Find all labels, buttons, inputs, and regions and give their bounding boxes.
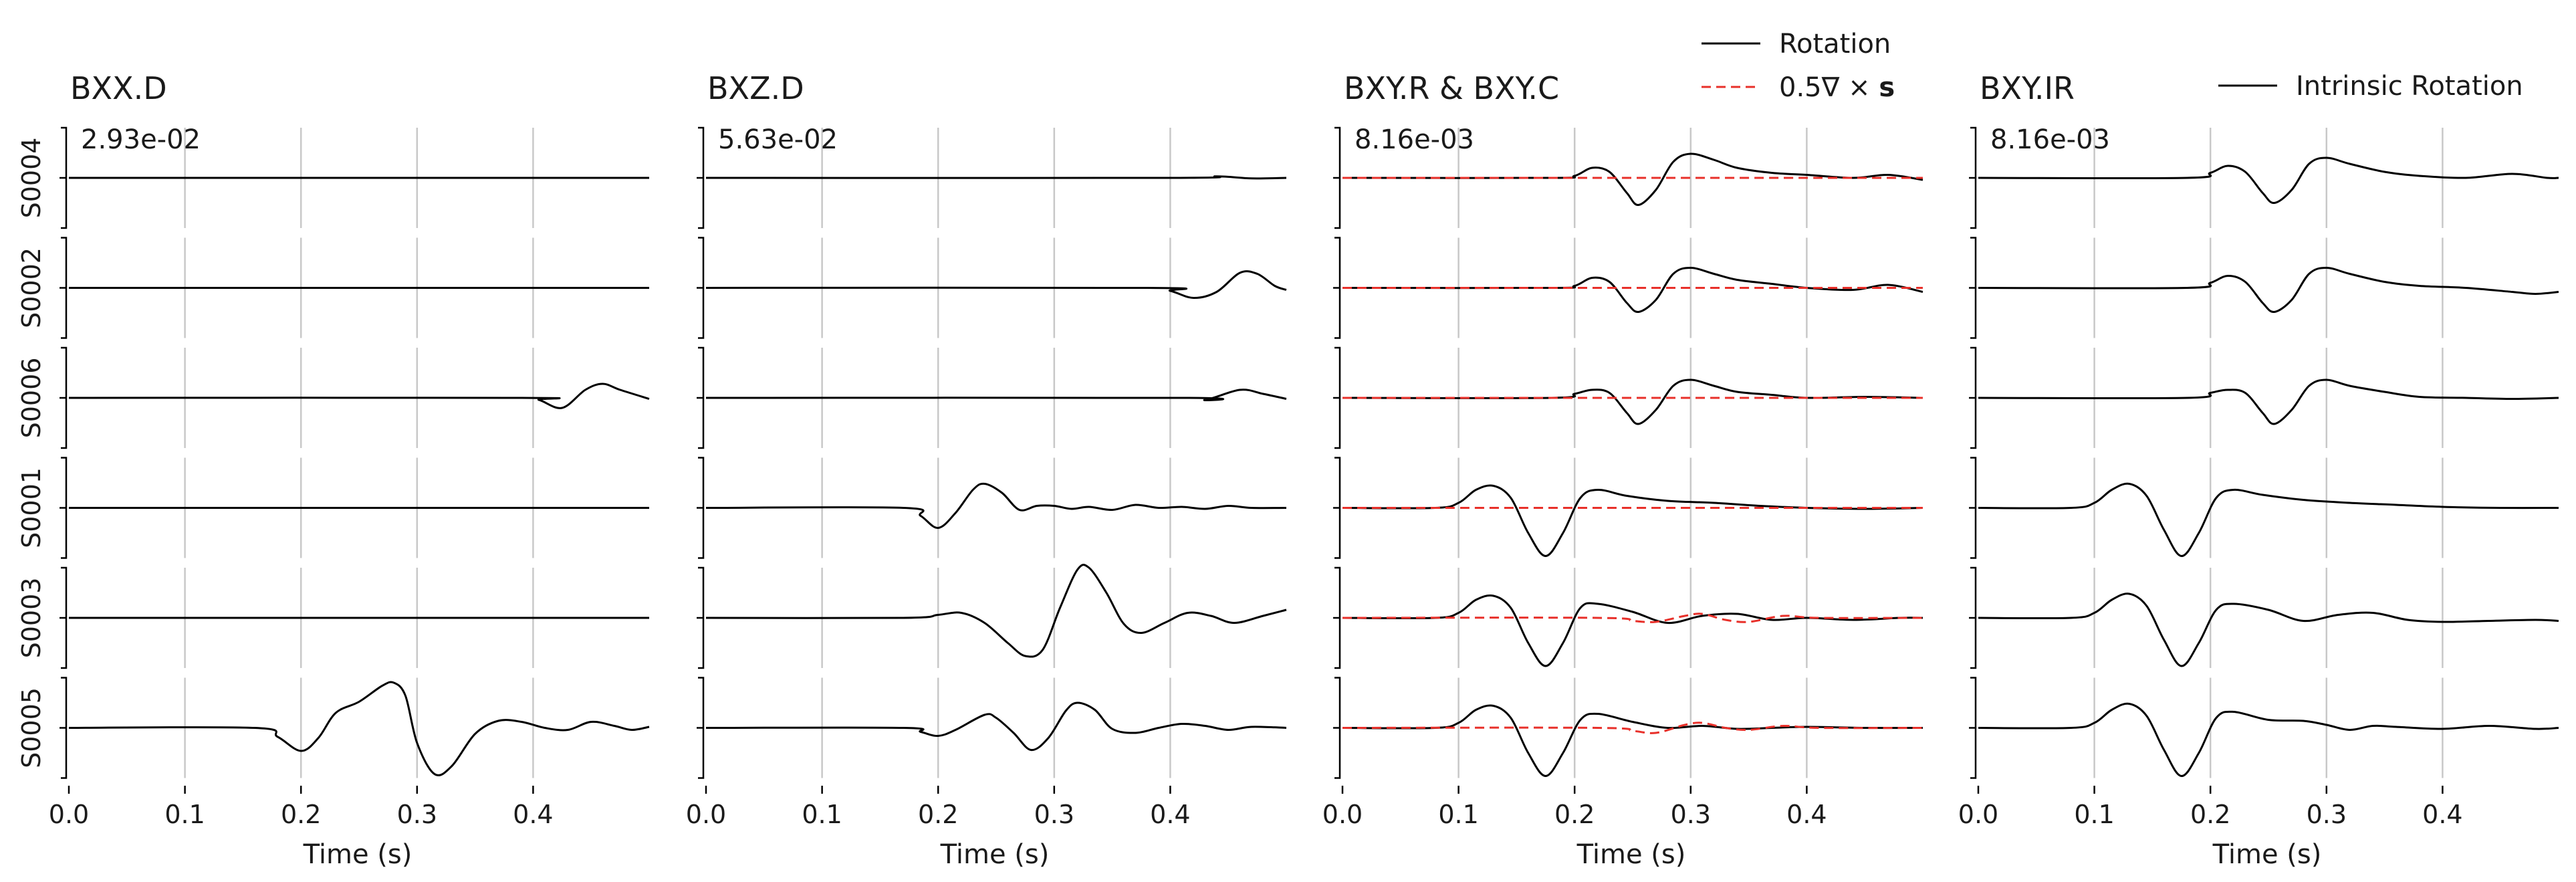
x-tick-label: 0.2 xyxy=(281,800,321,829)
amplitude-label: 8.16e-03 xyxy=(1990,124,2110,155)
curl-trace-S0005 xyxy=(1342,722,1923,734)
row-axis xyxy=(1969,677,1977,779)
x-tick-label: 0.4 xyxy=(513,800,553,829)
amplitude-label: 8.16e-03 xyxy=(1355,124,1474,155)
row-axis xyxy=(1333,677,1341,779)
panel-title: BXY.R & BXY.C xyxy=(1344,70,1559,106)
amplitude-label: 2.93e-02 xyxy=(81,124,201,155)
x-tick-label: 0.2 xyxy=(918,800,958,829)
trace-S0004 xyxy=(1342,152,1923,206)
legend-label: Rotation xyxy=(1779,29,1891,60)
row-axis xyxy=(1969,457,1977,559)
trace-S0001 xyxy=(705,482,1287,529)
panel-1: BXZ.D 5.63e-02 0.0 0.1 0.2 0.3 0.4 Time (s) xyxy=(686,70,1287,870)
row-axis xyxy=(1333,566,1341,669)
trace-S0001 xyxy=(1978,482,2559,557)
station-label: S0003 xyxy=(17,578,46,659)
legend-label: Intrinsic Rotation xyxy=(2296,71,2523,102)
x-tick-label: 0.4 xyxy=(2422,800,2462,829)
trace-S0003 xyxy=(1978,592,2559,667)
x-tick-label: 0.1 xyxy=(164,800,205,829)
row-axis xyxy=(60,457,68,559)
row-axis xyxy=(1969,126,1977,229)
station-label: S0004 xyxy=(17,138,46,219)
x-axis-label: Time (s) xyxy=(1576,839,1686,870)
trace-S0002 xyxy=(705,270,1287,300)
panel-2: BXY.R & BXY.C 8.16e-03 0.0 0.1 0.2 0.3 0.4 Time… xyxy=(1322,29,1923,870)
x-tick-label: 0.3 xyxy=(2307,800,2347,829)
x-axis-label: Time (s) xyxy=(940,839,1050,870)
panel-title: BXY.IR xyxy=(1980,70,2075,106)
trace-S0005 xyxy=(1978,702,2559,777)
trace-S0003 xyxy=(1342,594,1923,667)
row-axis xyxy=(1969,237,1977,339)
trace-S0005 xyxy=(68,681,650,776)
x-axis-label: Time (s) xyxy=(2212,839,2322,870)
x-tick-label: 0.2 xyxy=(1554,800,1595,829)
panel-title: BXZ.D xyxy=(707,70,804,106)
x-tick-label: 0.2 xyxy=(2190,800,2230,829)
x-tick-label: 0.0 xyxy=(686,800,726,829)
trace-S0006 xyxy=(68,382,650,409)
row-axis xyxy=(697,126,705,229)
row-axis xyxy=(1969,566,1977,669)
row-axis xyxy=(60,346,68,449)
row-axis xyxy=(697,346,705,449)
x-tick-label: 0.1 xyxy=(1438,800,1478,829)
row-axis xyxy=(60,566,68,669)
x-tick-label: 0.0 xyxy=(1322,800,1363,829)
x-tick-label: 0.4 xyxy=(1786,800,1827,829)
trace-S0005 xyxy=(705,701,1287,752)
station-label: S0006 xyxy=(17,358,46,439)
trace-S0002 xyxy=(1342,266,1923,314)
row-axis xyxy=(697,677,705,779)
trace-S0001 xyxy=(1342,484,1923,558)
row-axis xyxy=(1969,346,1977,449)
station-label: S0002 xyxy=(17,247,46,328)
panel-title: BXX.D xyxy=(70,70,167,106)
x-tick-label: 0.1 xyxy=(802,800,842,829)
x-tick-label: 0.3 xyxy=(1671,800,1711,829)
row-axis xyxy=(1333,346,1341,449)
trace-S0003 xyxy=(705,564,1287,658)
trace-S0006 xyxy=(1978,378,2559,425)
row-axis xyxy=(697,566,705,669)
trace-S0006 xyxy=(705,389,1287,402)
x-tick-label: 0.1 xyxy=(2074,800,2114,829)
trace-S0004 xyxy=(705,175,1287,180)
x-tick-label: 0.3 xyxy=(1034,800,1074,829)
row-axis xyxy=(60,677,68,779)
row-axis xyxy=(1333,237,1341,339)
trace-S0006 xyxy=(1342,378,1923,425)
station-label: S0005 xyxy=(17,687,46,768)
legend-label: 0.5∇ × s xyxy=(1779,72,1895,103)
row-axis xyxy=(1333,126,1341,229)
trace-S0005 xyxy=(1342,704,1923,778)
panel-3: BXY.IR 8.16e-03 0.0 0.1 0.2 0.3 0.4 Time (s) Int… xyxy=(1958,70,2559,870)
curl-trace-S0003 xyxy=(1342,613,1923,623)
x-tick-label: 0.0 xyxy=(1958,800,1998,829)
station-label: S0001 xyxy=(17,467,46,548)
trace-S0002 xyxy=(1978,266,2559,314)
x-tick-label: 0.4 xyxy=(1150,800,1190,829)
row-axis xyxy=(697,237,705,339)
row-axis xyxy=(60,126,68,229)
row-axis xyxy=(60,237,68,339)
x-tick-label: 0.3 xyxy=(397,800,437,829)
row-axis xyxy=(697,457,705,559)
amplitude-label: 5.63e-02 xyxy=(718,124,838,155)
trace-S0004 xyxy=(1978,156,2559,205)
x-tick-label: 0.0 xyxy=(49,800,89,829)
row-axis xyxy=(1333,457,1341,559)
x-axis-label: Time (s) xyxy=(303,839,413,870)
panel-0: S0004 S0002 S0006 S0001 S0003 S0005 BXX.D 2.93e… xyxy=(17,70,650,870)
